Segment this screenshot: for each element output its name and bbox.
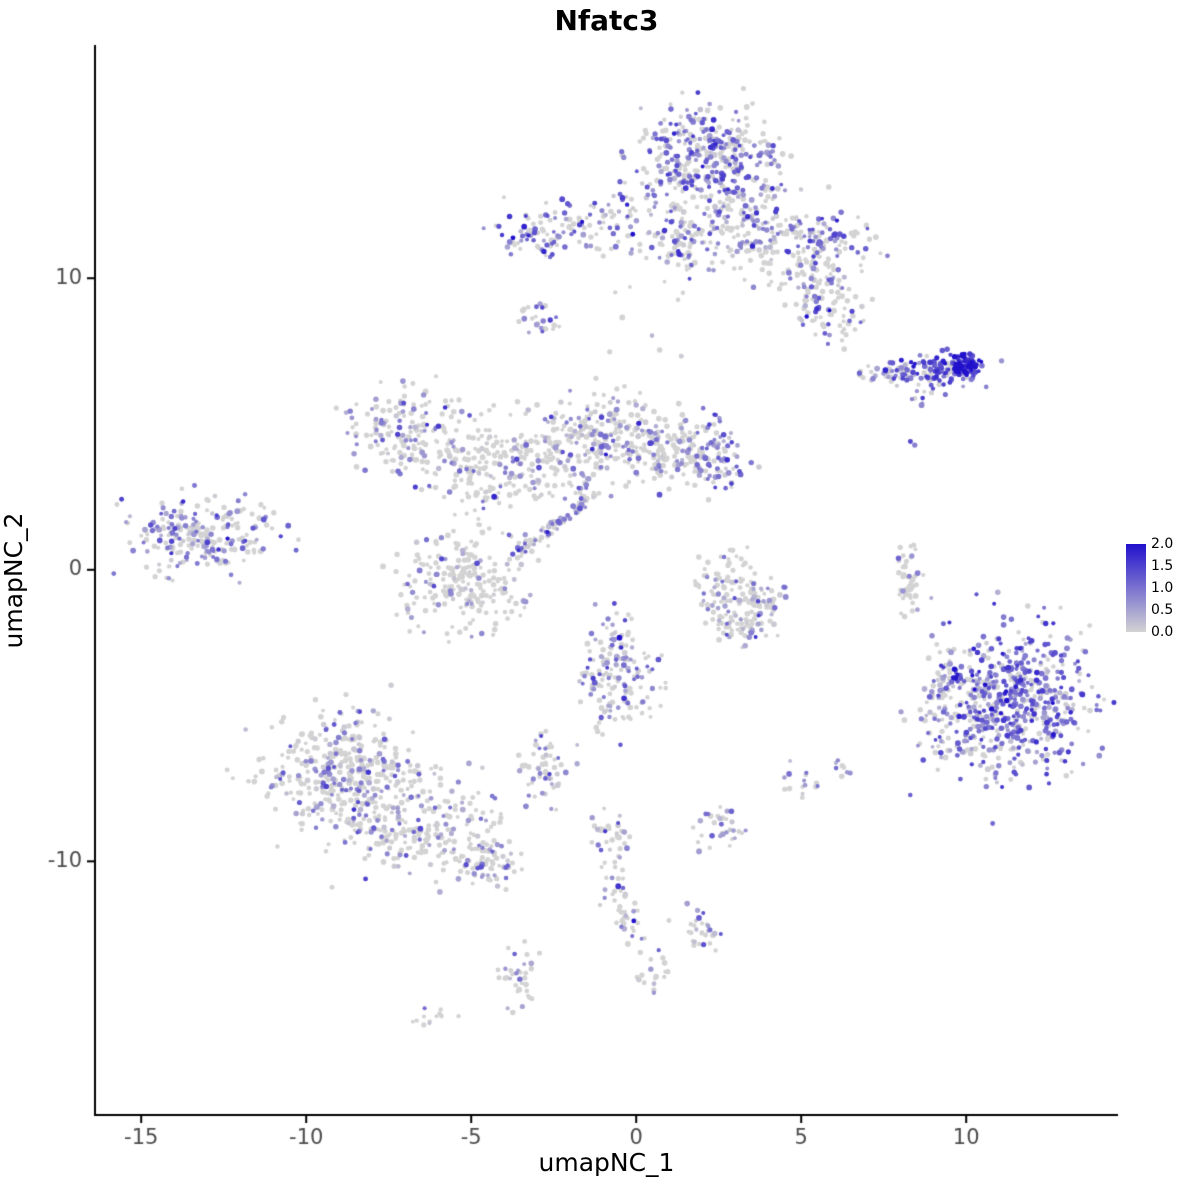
legend-tick-label: 0.0 <box>1151 624 1174 640</box>
legend-tick-label: 1.0 <box>1151 580 1174 596</box>
y-axis-label: umapNC_2 <box>0 512 28 649</box>
legend-tick-label: 2.0 <box>1151 536 1174 552</box>
expression-legend: 2.0 1.5 1.0 0.5 0.0 <box>1126 536 1198 640</box>
chart-title: Nfatc3 <box>554 4 659 37</box>
x-axis-label: umapNC_1 <box>538 1148 675 1177</box>
legend-tick-label: 0.5 <box>1151 602 1174 618</box>
legend-gradient-bar <box>1126 544 1146 632</box>
legend-tick-label: 1.5 <box>1151 558 1174 574</box>
